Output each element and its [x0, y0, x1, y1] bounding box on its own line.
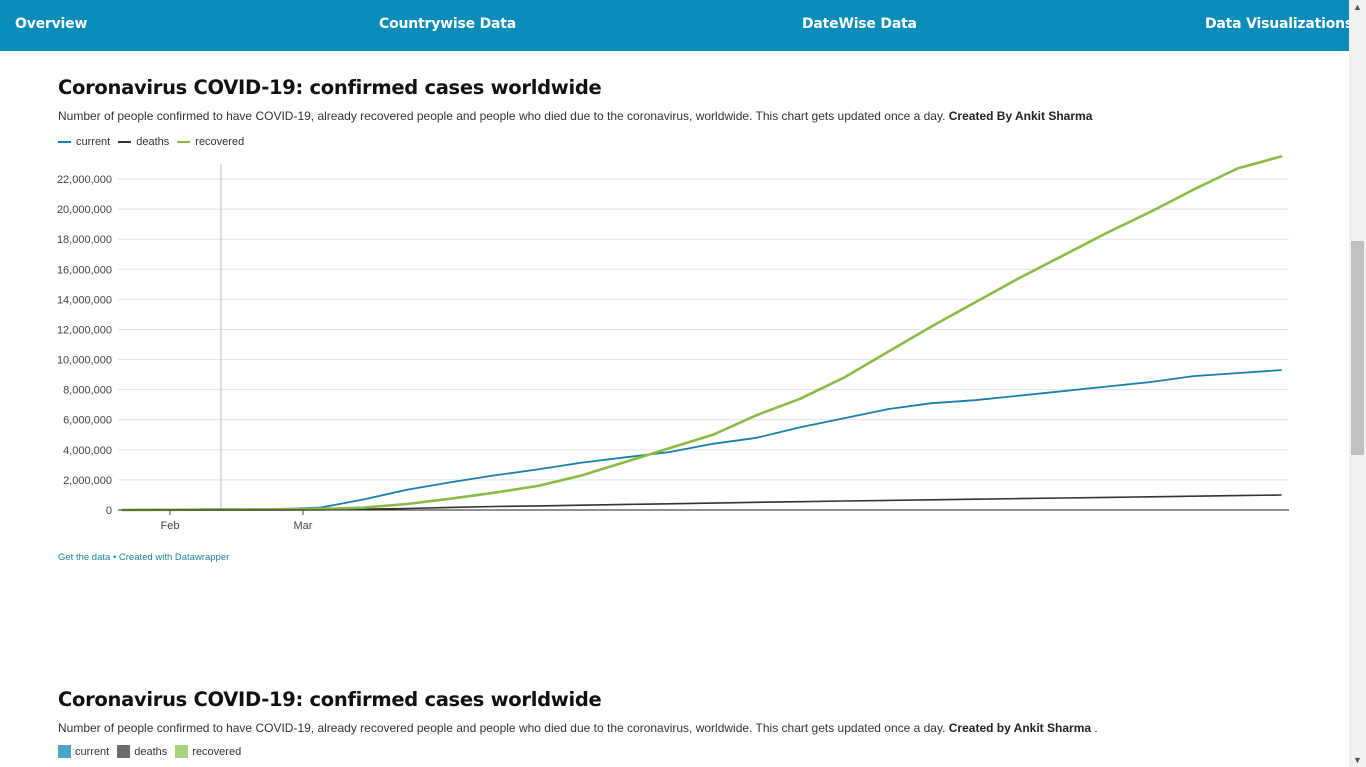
legend-recovered-label: recovered: [195, 136, 245, 148]
series-line-deaths: [122, 494, 1282, 511]
chart2-title: Coronavirus COVID-19: confirmed cases wo…: [58, 688, 602, 711]
y-tick-label: 8,000,000: [63, 385, 112, 397]
legend-item-deaths: deaths: [118, 136, 169, 148]
legend2-deaths-label: deaths: [134, 745, 168, 758]
chart2-subtitle-text: Number of people confirmed to have COVID…: [58, 721, 946, 735]
created-with-datawrapper-link[interactable]: Created with Datawrapper: [118, 552, 230, 563]
y-tick-label: 20,000,000: [57, 204, 112, 216]
y-tick-label: 10,000,000: [57, 355, 112, 367]
chart1-title: Coronavirus COVID-19: confirmed cases wo…: [58, 76, 602, 99]
legend2-item-current: current: [58, 745, 109, 758]
get-the-data-link[interactable]: Get the data: [58, 552, 111, 563]
page-scrollbar[interactable]: ▲ ▼: [1349, 0, 1366, 767]
y-tick-label: 4,000,000: [63, 445, 112, 457]
chart1-subtitle-credit: Created By Ankit Sharma: [948, 109, 1093, 123]
y-tick-label: 14,000,000: [57, 294, 112, 306]
chart1-footer: Get the data • Created with Datawrapper: [58, 552, 229, 563]
legend2-recovered-label: recovered: [192, 745, 242, 758]
chart1-subtitle-text: Number of people confirmed to have COVID…: [58, 109, 946, 123]
y-tick-label: 0: [106, 505, 112, 517]
chart1-subtitle: Number of people confirmed to have COVID…: [58, 109, 1092, 123]
legend2-item-deaths: deaths: [117, 745, 167, 758]
nav-data-visualizations[interactable]: Data Visualizations: [1205, 16, 1354, 32]
y-tick-label: 16,000,000: [57, 264, 112, 276]
footer-separator: •: [112, 552, 117, 563]
legend2-current-label: current: [75, 745, 110, 758]
legend2-item-recovered: recovered: [175, 745, 241, 758]
scroll-down-arrow-icon[interactable]: ▼: [1353, 755, 1362, 765]
x-tick-label: Feb: [161, 520, 180, 532]
series-line-current: [122, 369, 1282, 511]
legend2-recovered-swatch: [175, 745, 189, 758]
legend-deaths-label: deaths: [136, 136, 170, 148]
y-tick-label: 22,000,000: [57, 174, 112, 186]
scroll-up-arrow-icon[interactable]: ▲: [1353, 2, 1362, 12]
chart2-subtitle-period: .: [1094, 721, 1098, 735]
legend-recovered-swatch: [177, 141, 191, 143]
legend-item-recovered: recovered: [177, 136, 244, 148]
legend-deaths-swatch: [118, 141, 132, 143]
legend-item-current: current: [58, 136, 110, 148]
legend2-deaths-swatch: [117, 745, 131, 758]
chart1-legend: current deaths recovered: [58, 136, 252, 148]
y-tick-label: 6,000,000: [63, 415, 112, 427]
x-tick-label: Mar: [294, 520, 313, 532]
legend2-current-swatch: [58, 745, 71, 758]
nav-datewise-data[interactable]: DateWise Data: [802, 16, 917, 32]
nav-overview[interactable]: Overview: [15, 16, 88, 32]
legend-current-label: current: [76, 136, 111, 148]
y-tick-label: 12,000,000: [57, 324, 112, 336]
legend-current-swatch: [58, 141, 71, 143]
chart2-legend: current deaths recovered: [58, 745, 249, 758]
series-line-recovered: [121, 155, 1283, 512]
chart2-subtitle: Number of people confirmed to have COVID…: [58, 721, 1098, 735]
nav-countrywise-data[interactable]: Countrywise Data: [379, 16, 516, 32]
chart2-subtitle-credit: Created by Ankit Sharma: [948, 721, 1092, 735]
y-tick-label: 18,000,000: [57, 234, 112, 246]
top-navbar: Overview Countrywise Data DateWise Data …: [0, 0, 1353, 51]
scroll-thumb[interactable]: [1351, 241, 1364, 455]
y-tick-label: 2,000,000: [63, 475, 112, 487]
